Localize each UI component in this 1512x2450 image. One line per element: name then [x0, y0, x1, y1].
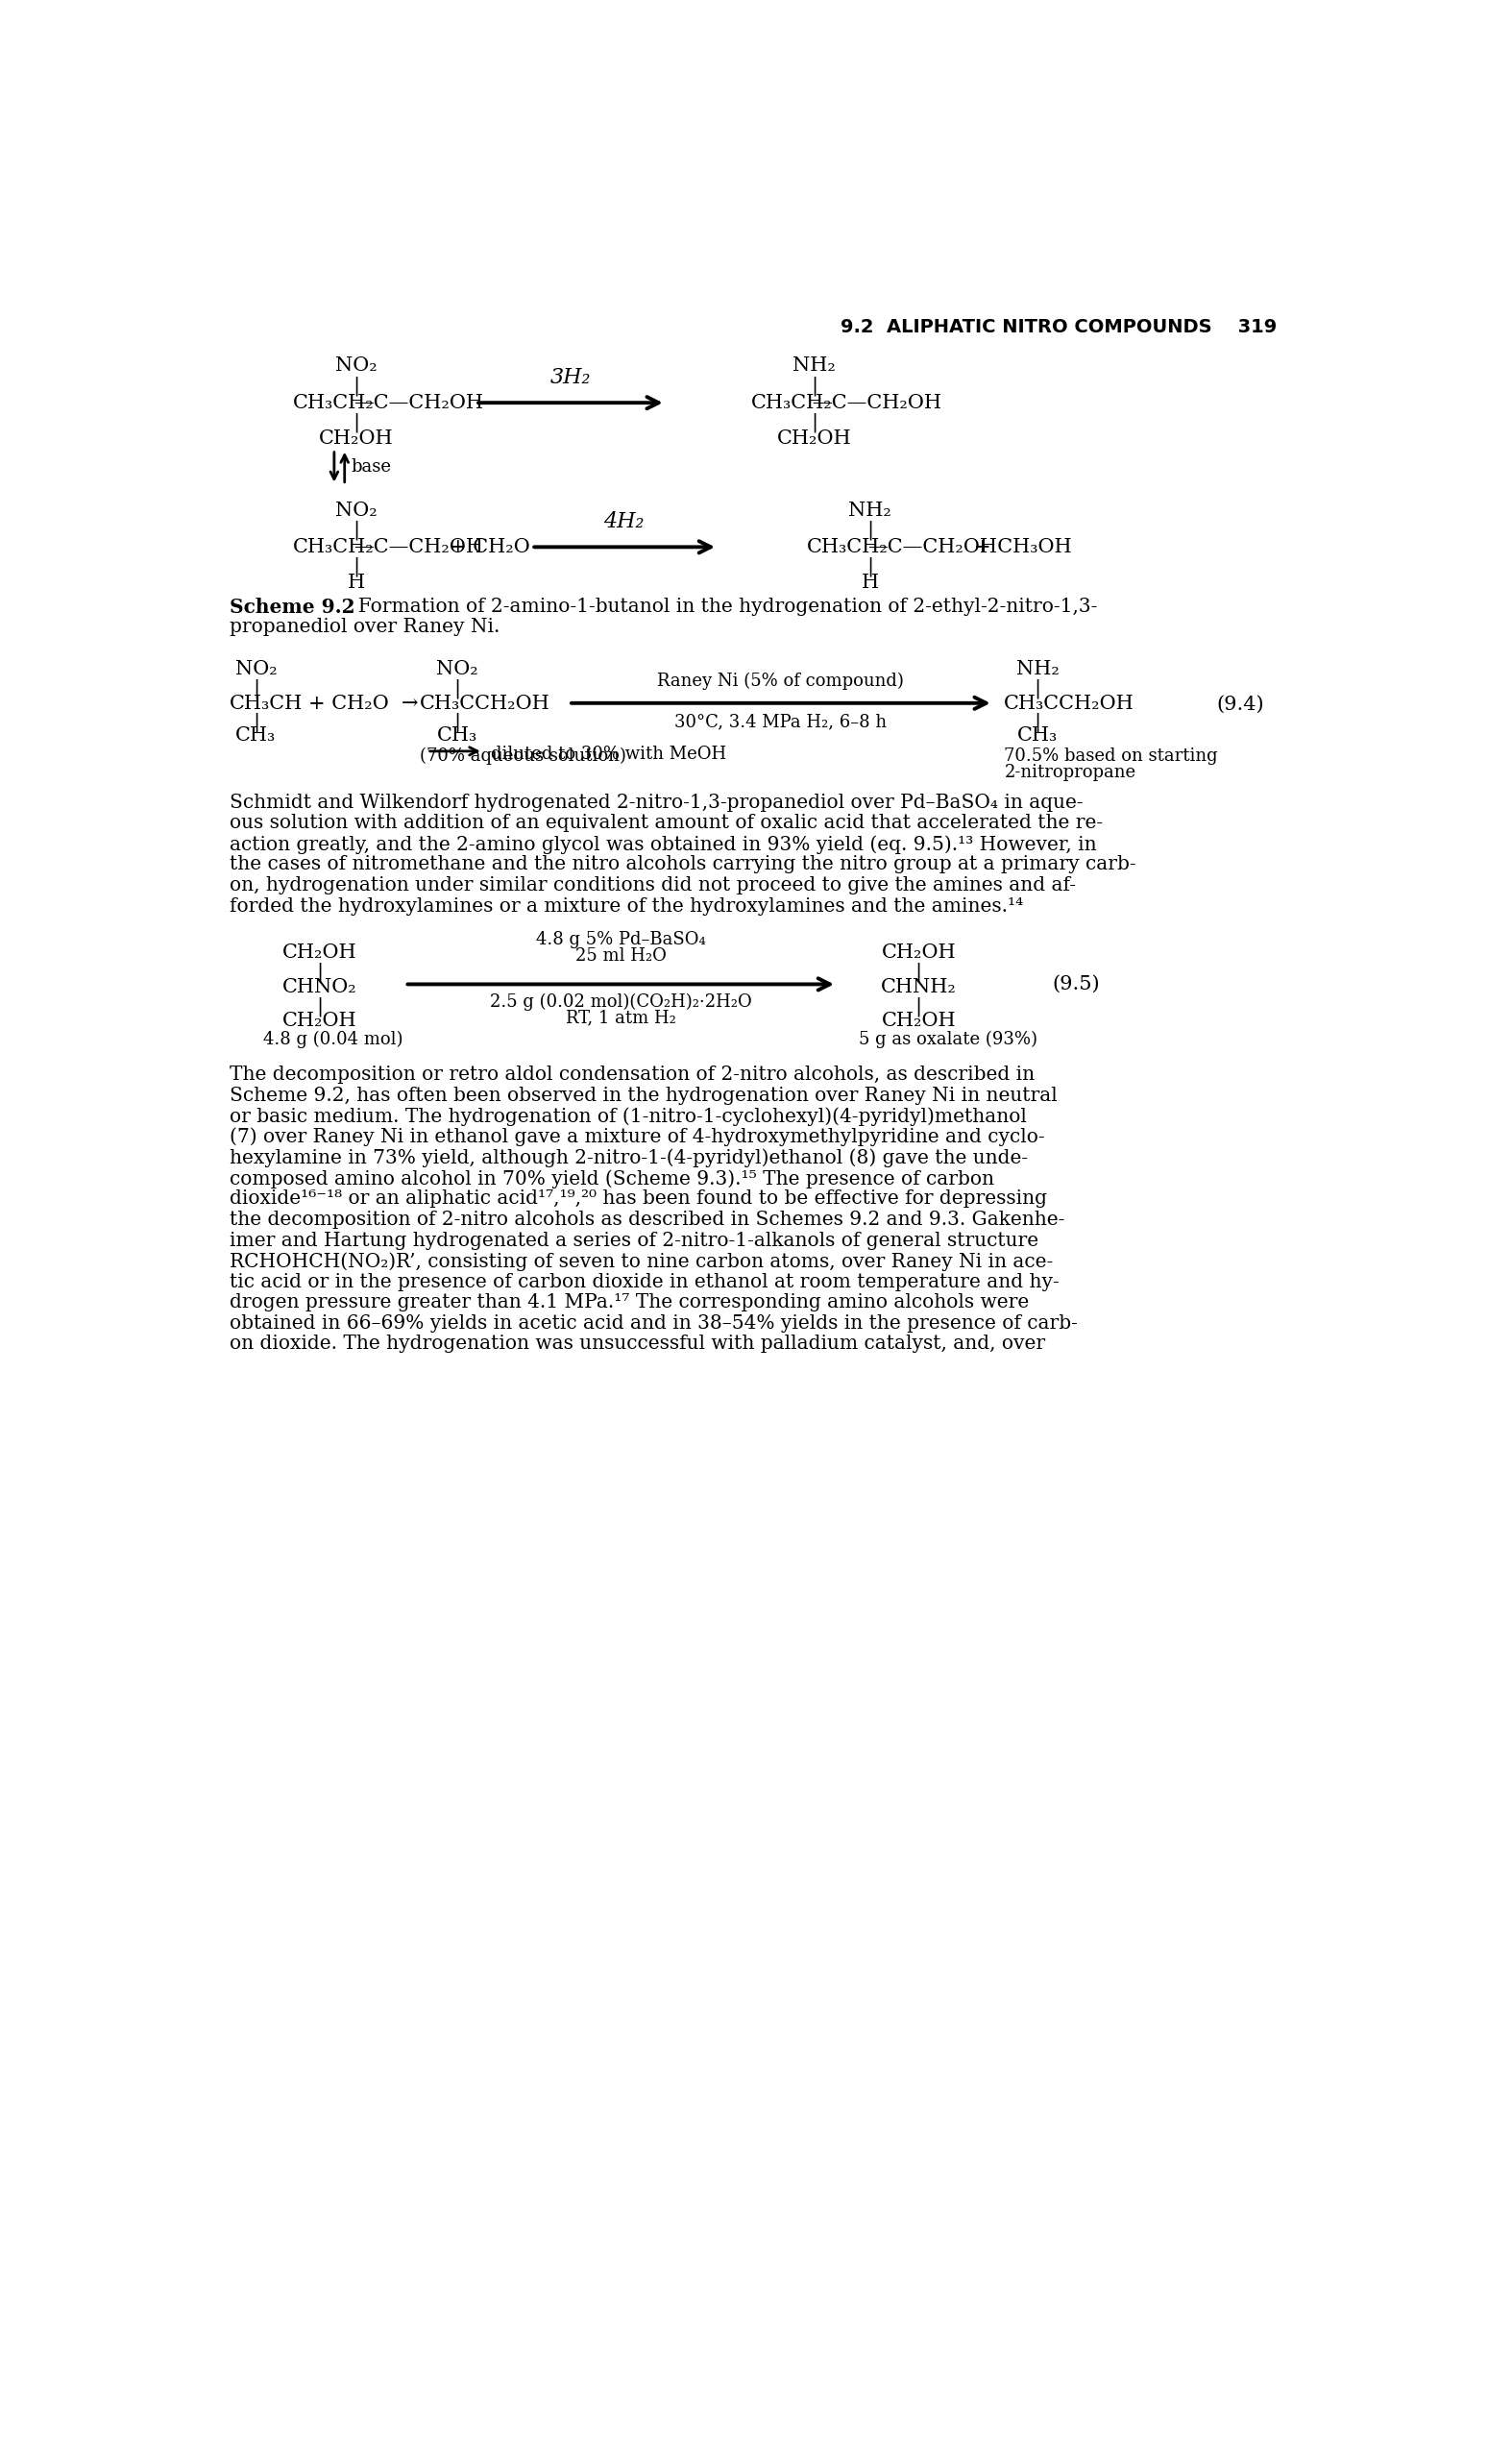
Text: 70.5% based on starting: 70.5% based on starting	[1004, 747, 1219, 764]
Text: CH₂OH: CH₂OH	[881, 943, 956, 963]
Text: |: |	[253, 679, 260, 698]
Text: tic acid or in the presence of carbon dioxide in ethanol at room temperature and: tic acid or in the presence of carbon di…	[230, 1272, 1060, 1291]
Text: obtained in 66–69% yields in acetic acid and in 38–54% yields in the presence of: obtained in 66–69% yields in acetic acid…	[230, 1313, 1078, 1333]
Text: CH₃CH₂: CH₃CH₂	[293, 539, 375, 556]
Text: |: |	[316, 997, 322, 1017]
Text: dioxide¹⁶⁻¹⁸ or an aliphatic acid¹⁷,¹⁹,²⁰ has been found to be effective for dep: dioxide¹⁶⁻¹⁸ or an aliphatic acid¹⁷,¹⁹,²…	[230, 1191, 1048, 1208]
Text: CH₃CH₂: CH₃CH₂	[293, 394, 375, 412]
Text: —C—CH₂OH: —C—CH₂OH	[812, 394, 940, 412]
Text: —C—CH₂OH: —C—CH₂OH	[354, 394, 484, 412]
Text: CH₂OH: CH₂OH	[319, 429, 393, 448]
Text: 4.8 g (0.04 mol): 4.8 g (0.04 mol)	[263, 1031, 404, 1049]
Text: NO₂: NO₂	[336, 502, 378, 519]
Text: |: |	[354, 556, 360, 576]
Text: 25 ml H₂O: 25 ml H₂O	[575, 948, 667, 965]
Text: 30°C, 3.4 MPa H₂, 6–8 h: 30°C, 3.4 MPa H₂, 6–8 h	[674, 713, 888, 730]
Text: hexylamine in 73% yield, although 2-nitro-1-(4-pyridyl)ethanol (8) gave the unde: hexylamine in 73% yield, although 2-nitr…	[230, 1149, 1028, 1166]
Text: base: base	[351, 458, 392, 475]
Text: |: |	[866, 556, 874, 576]
Text: |: |	[316, 963, 322, 982]
Text: NH₂: NH₂	[1016, 659, 1060, 679]
Text: Formation of 2-amino-1-butanol in the hydrogenation of 2-ethyl-2-nitro-1,3-: Formation of 2-amino-1-butanol in the hy…	[345, 598, 1096, 615]
Text: |: |	[354, 377, 360, 397]
Text: + CH₂O  →: + CH₂O →	[308, 696, 419, 713]
Text: 4H₂: 4H₂	[603, 512, 644, 532]
Text: composed amino alcohol in 70% yield (Scheme 9.3).¹⁵ The presence of carbon: composed amino alcohol in 70% yield (Sch…	[230, 1169, 995, 1188]
Text: propanediol over Raney Ni.: propanediol over Raney Ni.	[230, 617, 500, 637]
Text: CH₂OH: CH₂OH	[283, 1012, 357, 1029]
Text: (7) over Raney Ni in ethanol gave a mixture of 4-hydroxymethylpyridine and cyclo: (7) over Raney Ni in ethanol gave a mixt…	[230, 1127, 1045, 1147]
Text: 2-nitropropane: 2-nitropropane	[1004, 764, 1136, 782]
Text: ous solution with addition of an equivalent amount of oxalic acid that accelerat: ous solution with addition of an equival…	[230, 813, 1104, 833]
Text: CH₃: CH₃	[1018, 728, 1058, 745]
Text: 3H₂: 3H₂	[550, 368, 591, 387]
Text: CH₃CH₂: CH₃CH₂	[807, 539, 889, 556]
Text: CHNH₂: CHNH₂	[880, 978, 957, 997]
Text: the decomposition of 2-nitro alcohols as described in Schemes 9.2 and 9.3. Gaken: the decomposition of 2-nitro alcohols as…	[230, 1210, 1064, 1230]
Text: |: |	[1034, 679, 1042, 698]
Text: drogen pressure greater than 4.1 MPa.¹⁷ The corresponding amino alcohols were: drogen pressure greater than 4.1 MPa.¹⁷ …	[230, 1294, 1030, 1311]
Text: Scheme 9.2, has often been observed in the hydrogenation over Raney Ni in neutra: Scheme 9.2, has often been observed in t…	[230, 1085, 1058, 1105]
Text: CH₃CCH₂OH: CH₃CCH₂OH	[1004, 696, 1134, 713]
Text: |: |	[354, 519, 360, 539]
Text: NO₂: NO₂	[336, 358, 378, 375]
Text: (70% aqueous solution): (70% aqueous solution)	[420, 747, 626, 764]
Text: |: |	[454, 713, 461, 733]
Text: NO₂: NO₂	[234, 659, 277, 679]
Text: on dioxide. The hydrogenation was unsuccessful with palladium catalyst, and, ove: on dioxide. The hydrogenation was unsucc…	[230, 1335, 1046, 1352]
Text: (9.5): (9.5)	[1052, 975, 1101, 992]
Text: 5 g as oxalate (93%): 5 g as oxalate (93%)	[859, 1031, 1037, 1049]
Text: action greatly, and the 2-amino glycol was obtained in 93% yield (eq. 9.5).¹³ Ho: action greatly, and the 2-amino glycol w…	[230, 835, 1098, 853]
Text: RCHOHCH(NO₂)R’, consisting of seven to nine carbon atoms, over Raney Ni in ace-: RCHOHCH(NO₂)R’, consisting of seven to n…	[230, 1252, 1054, 1272]
Text: |: |	[354, 412, 360, 431]
Text: |: |	[810, 412, 818, 431]
Text: —C—CH₂OH: —C—CH₂OH	[868, 539, 996, 556]
Text: H: H	[862, 573, 878, 593]
Text: CH₃CCH₂OH: CH₃CCH₂OH	[420, 696, 550, 713]
Text: |: |	[915, 963, 922, 982]
Text: NO₂: NO₂	[435, 659, 478, 679]
Text: forded the hydroxylamines or a mixture of the hydroxylamines and the amines.¹⁴: forded the hydroxylamines or a mixture o…	[230, 897, 1024, 916]
Text: CH₃CH₂: CH₃CH₂	[751, 394, 833, 412]
Text: NH₂: NH₂	[792, 358, 836, 375]
Text: The decomposition or retro aldol condensation of 2-nitro alcohols, as described : The decomposition or retro aldol condens…	[230, 1066, 1036, 1083]
Text: + CH₂O: + CH₂O	[449, 539, 531, 556]
Text: |: |	[866, 519, 874, 539]
Text: imer and Hartung hydrogenated a series of 2-nitro-1-alkanols of general structur: imer and Hartung hydrogenated a series o…	[230, 1232, 1039, 1250]
Text: CHNO₂: CHNO₂	[281, 978, 357, 997]
Text: |: |	[1034, 713, 1042, 733]
Text: CH₂OH: CH₂OH	[881, 1012, 956, 1029]
Text: CH₂OH: CH₂OH	[283, 943, 357, 963]
Text: (9.4): (9.4)	[1216, 696, 1264, 713]
Text: 4.8 g 5% Pd–BaSO₄: 4.8 g 5% Pd–BaSO₄	[535, 931, 706, 948]
Text: 2.5 g (0.02 mol)(CO₂H)₂·2H₂O: 2.5 g (0.02 mol)(CO₂H)₂·2H₂O	[490, 992, 751, 1012]
Text: |: |	[253, 713, 260, 733]
Text: RT, 1 atm H₂: RT, 1 atm H₂	[565, 1009, 676, 1027]
Text: + CH₃OH: + CH₃OH	[974, 539, 1072, 556]
Text: diluted to 30% with MeOH: diluted to 30% with MeOH	[490, 745, 726, 762]
Text: CH₃: CH₃	[236, 728, 277, 745]
Text: Raney Ni (5% of compound): Raney Ni (5% of compound)	[658, 671, 904, 691]
Text: —C—CH₂OH: —C—CH₂OH	[354, 539, 484, 556]
Text: H: H	[348, 573, 366, 593]
Text: |: |	[810, 377, 818, 397]
Text: on, hydrogenation under similar conditions did not proceed to give the amines an: on, hydrogenation under similar conditio…	[230, 877, 1077, 894]
Text: CH₃CH: CH₃CH	[230, 696, 304, 713]
Text: or basic medium. The hydrogenation of (1-nitro-1-cyclohexyl)(4-pyridyl)methanol: or basic medium. The hydrogenation of (1…	[230, 1107, 1027, 1127]
Text: |: |	[915, 997, 922, 1017]
Text: CH₃: CH₃	[437, 728, 478, 745]
Text: |: |	[454, 679, 461, 698]
Text: CH₂OH: CH₂OH	[777, 429, 851, 448]
Text: Schmidt and Wilkendorf hydrogenated 2-nitro-1,3-propanediol over Pd–BaSO₄ in aqu: Schmidt and Wilkendorf hydrogenated 2-ni…	[230, 794, 1084, 811]
Text: 9.2  ALIPHATIC NITRO COMPOUNDS    319: 9.2 ALIPHATIC NITRO COMPOUNDS 319	[841, 318, 1276, 336]
Text: NH₂: NH₂	[848, 502, 892, 519]
Text: the cases of nitromethane and the nitro alcohols carrying the nitro group at a p: the cases of nitromethane and the nitro …	[230, 855, 1137, 875]
Text: Scheme 9.2: Scheme 9.2	[230, 598, 355, 617]
